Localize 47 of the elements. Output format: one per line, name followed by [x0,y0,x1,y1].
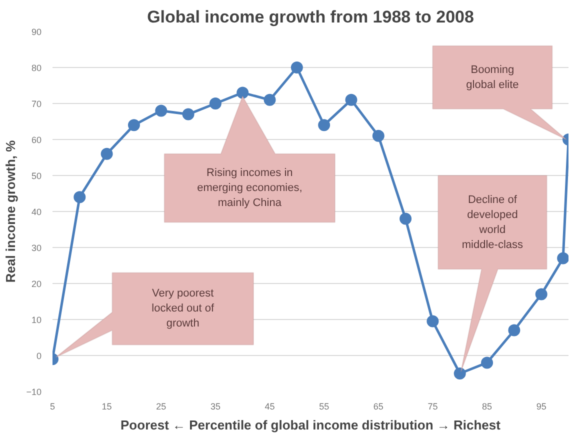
point [182,108,194,120]
x-axis-title: Poorest ← Percentile of global income distribution → Richest [120,418,502,432]
point [345,94,358,106]
y-tick-label: 10 [31,315,42,325]
point [372,130,384,142]
x-tick-label: 25 [156,402,166,412]
y-tick-label: 80 [31,63,42,73]
annotation: Decline of developed world middle-class [462,194,524,251]
point [318,119,330,132]
point [557,252,568,264]
annotation: Rising incomes in emerging economies, mainly China [197,167,302,210]
point [508,324,520,336]
annotation: Booming global elite [466,64,519,91]
chart-title: Global income growth from 1988 to 2008 [147,8,474,26]
x-tick-label: 5 [50,402,56,412]
annotation: Very poorest locked out of growth [152,288,215,330]
point [400,212,412,225]
point [128,119,140,132]
point [426,315,439,328]
y-tick-label: −10 [26,387,42,397]
y-tick-label: 40 [31,207,42,217]
x-tick-label: 15 [102,402,112,412]
point [264,94,276,106]
y-tick-label: 50 [31,171,42,181]
y-tick-label: 70 [31,99,42,109]
x-tick-label: 35 [210,402,220,412]
x-tick-label: 65 [373,402,384,412]
point [535,288,548,300]
point [209,98,222,110]
point [290,62,303,74]
x-tick-label: 45 [264,402,275,412]
y-tick-label: 0 [36,351,42,361]
point [100,148,113,160]
x-tick-label: 75 [428,402,438,412]
y-tick-label: 60 [31,135,42,145]
y-tick-label: 20 [31,279,42,289]
x-tick-label: 95 [536,402,546,412]
point [74,191,86,204]
x-tick-label: 55 [319,402,330,412]
y-axis-title: Real income growth, % [3,140,18,283]
y-tick-label: 90 [31,27,42,37]
y-tick-label: 30 [31,243,42,253]
x-tick-label: 85 [482,402,492,412]
point [155,104,168,117]
point [236,86,249,99]
point [454,368,466,380]
point [481,356,494,369]
